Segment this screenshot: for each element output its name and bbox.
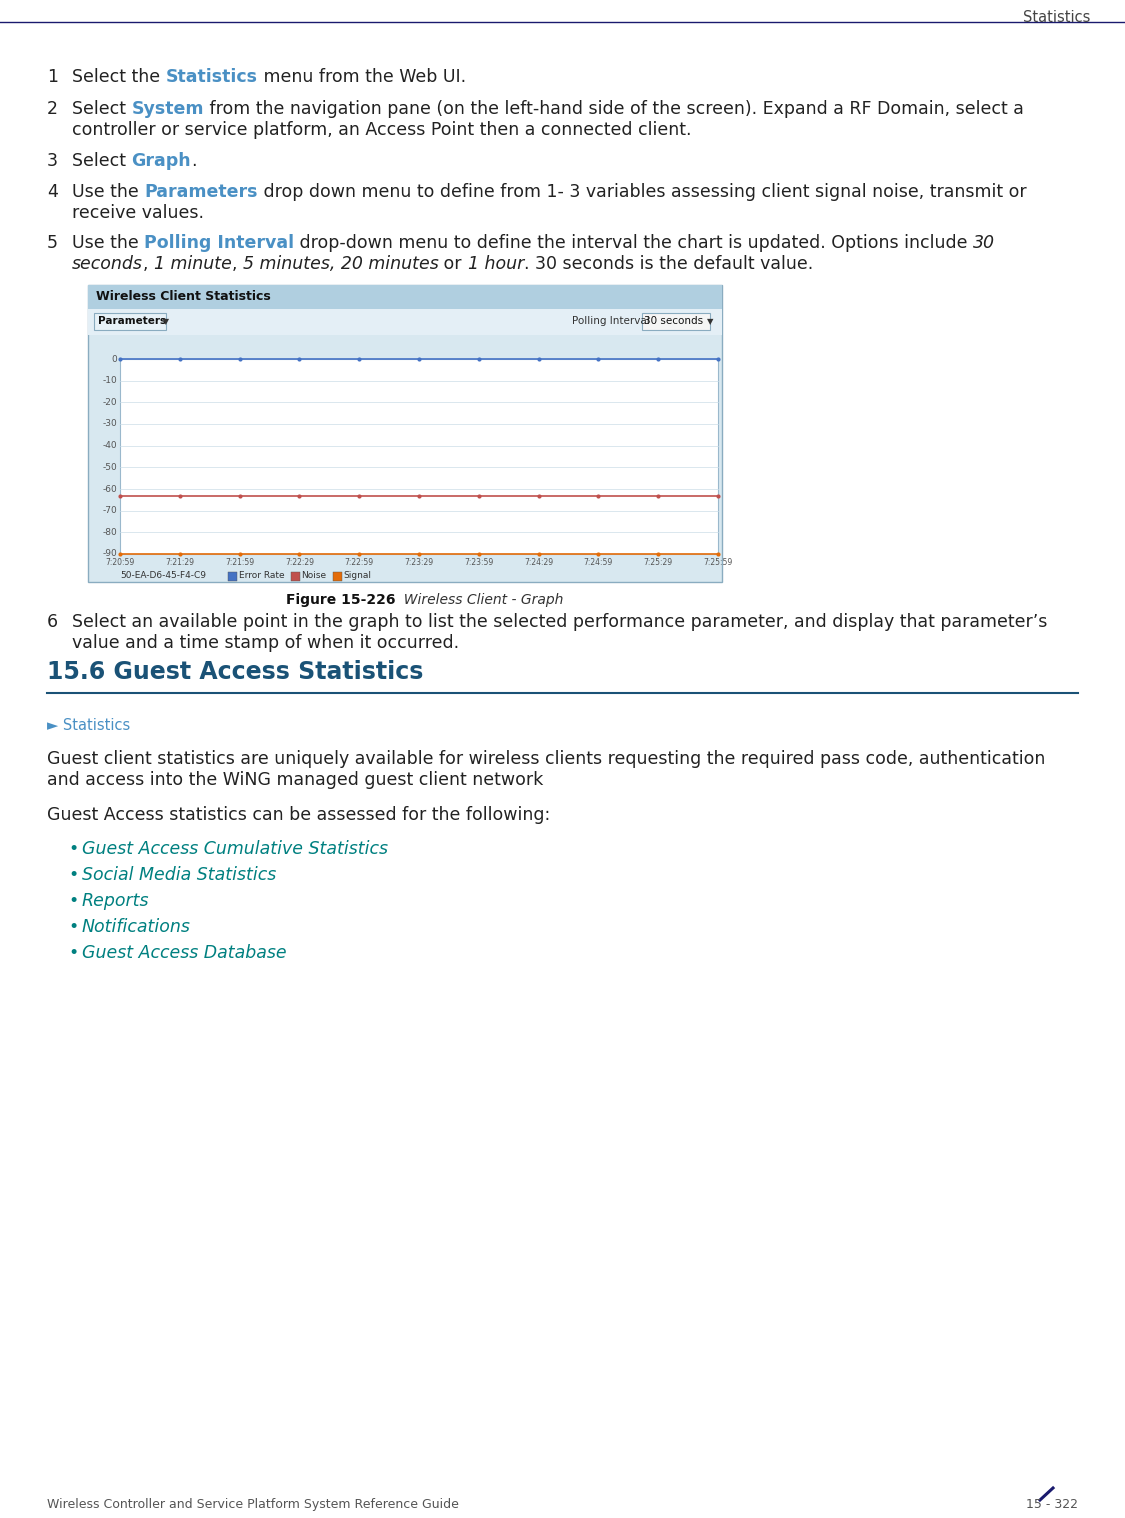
Text: 3: 3 xyxy=(47,152,58,170)
Bar xyxy=(88,285,722,581)
Text: System: System xyxy=(132,100,204,118)
Text: Social Media Statistics: Social Media Statistics xyxy=(82,865,277,883)
Text: 7:25:59: 7:25:59 xyxy=(703,559,732,568)
Text: Select: Select xyxy=(72,152,132,170)
Text: -30: -30 xyxy=(102,419,117,428)
Text: Statistics: Statistics xyxy=(1023,11,1090,24)
Text: Guest Access Cumulative Statistics: Guest Access Cumulative Statistics xyxy=(82,839,388,858)
Text: •: • xyxy=(68,918,79,937)
Text: . 30 seconds is the default value.: . 30 seconds is the default value. xyxy=(524,255,813,273)
Text: 7:22:29: 7:22:29 xyxy=(285,559,314,568)
Bar xyxy=(228,571,237,580)
Bar xyxy=(642,313,710,329)
Text: -40: -40 xyxy=(102,442,117,451)
Text: 30 seconds: 30 seconds xyxy=(644,316,703,326)
Text: drop-down menu to define the interval the chart is updated. Options include: drop-down menu to define the interval th… xyxy=(295,234,973,252)
Text: 2: 2 xyxy=(47,100,58,118)
Text: Noise: Noise xyxy=(302,571,326,580)
Text: 7:20:59: 7:20:59 xyxy=(106,559,135,568)
Text: 5: 5 xyxy=(47,234,58,252)
Text: Select the: Select the xyxy=(72,68,165,87)
Text: drop down menu to define from 1- 3 variables assessing client signal noise, tran: drop down menu to define from 1- 3 varia… xyxy=(258,184,1026,200)
Text: 7:25:29: 7:25:29 xyxy=(644,559,673,568)
Text: -80: -80 xyxy=(102,528,117,537)
Bar xyxy=(120,358,718,554)
Text: seconds: seconds xyxy=(72,255,143,273)
Text: 1 hour: 1 hour xyxy=(468,255,524,273)
Text: -20: -20 xyxy=(102,398,117,407)
Bar xyxy=(94,313,166,329)
Bar xyxy=(333,571,342,580)
Text: -70: -70 xyxy=(102,505,117,515)
Text: 15.6 Guest Access Statistics: 15.6 Guest Access Statistics xyxy=(47,660,423,685)
Text: Reports: Reports xyxy=(82,893,150,909)
Text: •: • xyxy=(68,865,79,883)
Text: Guest client statistics are uniquely available for wireless clients requesting t: Guest client statistics are uniquely ava… xyxy=(47,750,1045,768)
Text: 0: 0 xyxy=(111,355,117,363)
Text: Wireless Controller and Service Platform System Reference Guide: Wireless Controller and Service Platform… xyxy=(47,1498,459,1510)
Text: 15 - 322: 15 - 322 xyxy=(1026,1498,1078,1510)
Bar xyxy=(88,310,722,335)
Text: -90: -90 xyxy=(102,550,117,559)
Text: Guest Access Database: Guest Access Database xyxy=(82,944,287,962)
Text: .: . xyxy=(191,152,197,170)
Bar xyxy=(290,571,299,580)
Text: Use the: Use the xyxy=(72,234,144,252)
Text: Figure 15-226: Figure 15-226 xyxy=(286,594,395,607)
Text: 7:21:59: 7:21:59 xyxy=(225,559,254,568)
Text: -10: -10 xyxy=(102,376,117,386)
Text: Select: Select xyxy=(72,100,132,118)
Text: Parameters: Parameters xyxy=(98,316,166,326)
Text: Polling Interval: Polling Interval xyxy=(572,316,650,326)
Text: Polling Interval: Polling Interval xyxy=(144,234,295,252)
Text: value and a time stamp of when it occurred.: value and a time stamp of when it occurr… xyxy=(72,635,459,653)
Text: Parameters: Parameters xyxy=(144,184,258,200)
Text: Statistics: Statistics xyxy=(165,68,258,87)
Text: •: • xyxy=(68,944,79,962)
Text: or: or xyxy=(439,255,468,273)
Text: Graph: Graph xyxy=(132,152,191,170)
Text: 7:22:59: 7:22:59 xyxy=(344,559,374,568)
Text: ▼: ▼ xyxy=(160,317,169,326)
Text: Notifications: Notifications xyxy=(82,918,191,937)
Text: ,: , xyxy=(143,255,154,273)
Text: Guest Access statistics can be assessed for the following:: Guest Access statistics can be assessed … xyxy=(47,806,550,824)
Text: 6: 6 xyxy=(47,613,58,631)
Bar xyxy=(88,285,722,310)
Text: 30: 30 xyxy=(973,234,996,252)
Text: Use the: Use the xyxy=(72,184,144,200)
Text: 7:24:59: 7:24:59 xyxy=(584,559,613,568)
Text: Signal: Signal xyxy=(344,571,371,580)
Text: Error Rate: Error Rate xyxy=(238,571,285,580)
Text: -60: -60 xyxy=(102,484,117,493)
Text: controller or service platform, an Access Point then a connected client.: controller or service platform, an Acces… xyxy=(72,121,692,140)
Text: •: • xyxy=(68,839,79,858)
Text: menu from the Web UI.: menu from the Web UI. xyxy=(258,68,466,87)
Text: Wireless Client Statistics: Wireless Client Statistics xyxy=(96,290,271,304)
Text: 4: 4 xyxy=(47,184,57,200)
Text: receive values.: receive values. xyxy=(72,203,204,222)
Text: ► Statistics: ► Statistics xyxy=(47,718,130,733)
Text: 5 minutes, 20 minutes: 5 minutes, 20 minutes xyxy=(243,255,439,273)
Text: 7:23:29: 7:23:29 xyxy=(405,559,433,568)
Text: and access into the WiNG managed guest client network: and access into the WiNG managed guest c… xyxy=(47,771,543,789)
Text: 7:24:29: 7:24:29 xyxy=(524,559,554,568)
Text: ,: , xyxy=(232,255,243,273)
Text: 7:21:29: 7:21:29 xyxy=(165,559,195,568)
Text: 1 minute: 1 minute xyxy=(154,255,232,273)
Text: Wireless Client - Graph: Wireless Client - Graph xyxy=(395,594,564,607)
Text: ▼: ▼ xyxy=(706,317,713,326)
Text: Select an available point in the graph to list the selected performance paramete: Select an available point in the graph t… xyxy=(72,613,1047,631)
Text: 7:23:59: 7:23:59 xyxy=(465,559,494,568)
Text: •: • xyxy=(68,893,79,909)
Text: from the navigation pane (on the left-hand side of the screen). Expand a RF Doma: from the navigation pane (on the left-ha… xyxy=(204,100,1024,118)
Text: 1: 1 xyxy=(47,68,58,87)
Text: 50-EA-D6-45-F4-C9: 50-EA-D6-45-F4-C9 xyxy=(120,571,206,580)
Text: -50: -50 xyxy=(102,463,117,472)
